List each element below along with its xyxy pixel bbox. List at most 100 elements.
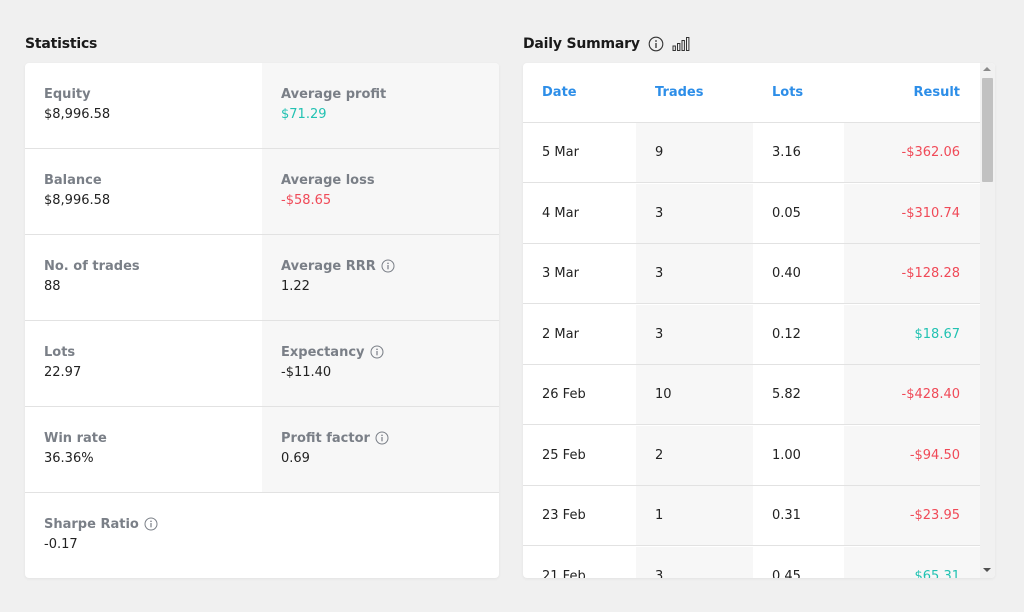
cell-trades: 3: [636, 244, 753, 303]
cell-lots: 0.31: [753, 486, 844, 545]
bar-chart-icon[interactable]: [672, 36, 690, 52]
stat-label-text: Average loss: [281, 172, 375, 188]
cell-result-text: -$362.06: [901, 145, 960, 160]
scroll-thumb[interactable]: [982, 78, 993, 182]
cell-result: -$128.28: [844, 244, 980, 303]
cell-trades-text: 3: [655, 326, 664, 342]
table-row[interactable]: 23 Feb 1 0.31 -$23.95: [523, 486, 980, 546]
stat-no-of-trades: No. of trades 88: [25, 235, 262, 320]
stat-label-text: Expectancy: [281, 344, 365, 360]
stat-value: 88: [44, 279, 61, 294]
statistics-title: Statistics: [25, 36, 97, 52]
cell-date: 25 Feb: [523, 426, 636, 485]
table-row[interactable]: 26 Feb 10 5.82 -$428.40: [523, 365, 980, 425]
cell-result-text: $18.67: [914, 326, 961, 342]
stat-value: 22.97: [44, 365, 82, 380]
cell-date-text: 4 Mar: [542, 205, 579, 221]
daily-summary-card: Date Trades Lots Result 5 Mar 9 3.16 -$362.…: [523, 63, 995, 578]
table-row[interactable]: 3 Mar 3 0.40 -$128.28: [523, 244, 980, 304]
cell-date: 2 Mar: [523, 305, 636, 364]
stat-label-text: Profit factor: [281, 430, 370, 446]
cell-lots-text: 0.40: [772, 266, 801, 281]
table-row[interactable]: 5 Mar 9 3.16 -$362.06: [523, 123, 980, 183]
stat-row: Lots 22.97 Expectancy -$11.40: [25, 321, 499, 407]
info-icon[interactable]: [370, 345, 384, 359]
stat-sharpe-ratio: Sharpe Ratio -0.17: [25, 493, 262, 578]
scroll-up-arrow-icon[interactable]: [983, 67, 991, 71]
cell-trades-text: 1: [655, 508, 664, 523]
column-header-date-label: Date: [542, 85, 577, 100]
stat-label: Average RRR: [281, 257, 499, 275]
cell-trades-text: 2: [655, 447, 664, 463]
stat-label: No. of trades: [44, 257, 262, 275]
stat-balance: Balance $8,996.58: [25, 149, 262, 234]
stat-win-rate: Win rate 36.36%: [25, 407, 262, 492]
cell-result-text: -$23.95: [909, 508, 960, 523]
table-scrollbar[interactable]: [980, 63, 995, 578]
stat-empty-cell: [262, 493, 499, 578]
cell-trades-text: 3: [655, 205, 664, 221]
cell-lots: 0.40: [753, 244, 844, 303]
cell-trades: 10: [636, 365, 753, 424]
cell-lots-text: 1.00: [772, 447, 801, 463]
cell-trades-text: 3: [655, 568, 664, 579]
stat-row: Win rate 36.36% Profit factor 0.69: [25, 407, 499, 493]
stat-label-text: Win rate: [44, 430, 107, 446]
table-row[interactable]: 2 Mar 3 0.12 $18.67: [523, 304, 980, 365]
stat-label-text: Sharpe Ratio: [44, 516, 139, 532]
cell-result-text: $65.31: [914, 568, 961, 579]
stat-value: 1.22: [281, 279, 310, 294]
cell-date-text: 26 Feb: [542, 387, 586, 402]
cell-result: $18.67: [844, 304, 980, 364]
table-row[interactable]: 4 Mar 3 0.05 -$310.74: [523, 183, 980, 244]
column-header-trades[interactable]: Trades: [636, 63, 753, 122]
cell-trades: 3: [636, 183, 753, 243]
scroll-down-arrow-icon[interactable]: [983, 568, 991, 572]
stat-average-profit: Average profit $71.29: [262, 63, 499, 148]
cell-trades: 2: [636, 425, 753, 485]
cell-date-text: 5 Mar: [542, 145, 579, 160]
cell-result: -$310.74: [844, 183, 980, 243]
stat-lots: Lots 22.97: [25, 321, 262, 406]
stat-average-rrr: Average RRR 1.22: [262, 235, 499, 320]
stat-label-text: Average profit: [281, 86, 387, 102]
info-icon[interactable]: [381, 259, 395, 273]
stat-label-text: Lots: [44, 344, 76, 360]
cell-result: -$94.50: [844, 425, 980, 485]
stat-label: Equity: [44, 85, 262, 103]
cell-trades: 1: [636, 486, 753, 545]
column-header-trades-label: Trades: [655, 85, 704, 100]
cell-result: -$428.40: [844, 365, 980, 424]
stat-value: 0.69: [281, 451, 310, 466]
info-icon[interactable]: [648, 36, 664, 52]
cell-lots-text: 0.05: [772, 205, 801, 221]
cell-lots: 0.12: [753, 305, 844, 364]
stat-value: $8,996.58: [44, 193, 111, 208]
stat-label-text: Average RRR: [281, 258, 376, 274]
stat-average-loss: Average loss -$58.65: [262, 149, 499, 234]
cell-date-text: 2 Mar: [542, 326, 579, 342]
column-header-date[interactable]: Date: [523, 63, 636, 122]
column-header-lots[interactable]: Lots: [753, 63, 844, 122]
info-icon[interactable]: [144, 517, 158, 531]
column-header-result[interactable]: Result: [844, 63, 980, 122]
daily-summary-title: Daily Summary: [523, 36, 690, 52]
cell-date: 26 Feb: [523, 365, 636, 424]
stat-label-text: Equity: [44, 86, 91, 102]
cell-lots-text: 5.82: [772, 387, 801, 402]
cell-date: 21 Feb: [523, 547, 636, 579]
cell-trades-text: 10: [655, 387, 672, 402]
statistics-card: Equity $8,996.58 Average profit $71.29 Balan…: [25, 63, 499, 578]
table-row[interactable]: 21 Feb 3 0.45 $65.31: [523, 546, 980, 579]
cell-result: $65.31: [844, 546, 980, 579]
cell-result-text: -$428.40: [901, 387, 960, 402]
cell-lots-text: 0.45: [772, 568, 801, 579]
statistics-title-text: Statistics: [25, 36, 98, 52]
cell-result: -$362.06: [844, 123, 980, 182]
info-icon[interactable]: [375, 431, 389, 445]
cell-date: 3 Mar: [523, 244, 636, 303]
table-row[interactable]: 25 Feb 2 1.00 -$94.50: [523, 425, 980, 486]
stat-label: Average loss: [281, 171, 499, 189]
stat-row: No. of trades 88 Average RRR 1.22: [25, 235, 499, 321]
stat-label: Sharpe Ratio: [44, 515, 262, 533]
